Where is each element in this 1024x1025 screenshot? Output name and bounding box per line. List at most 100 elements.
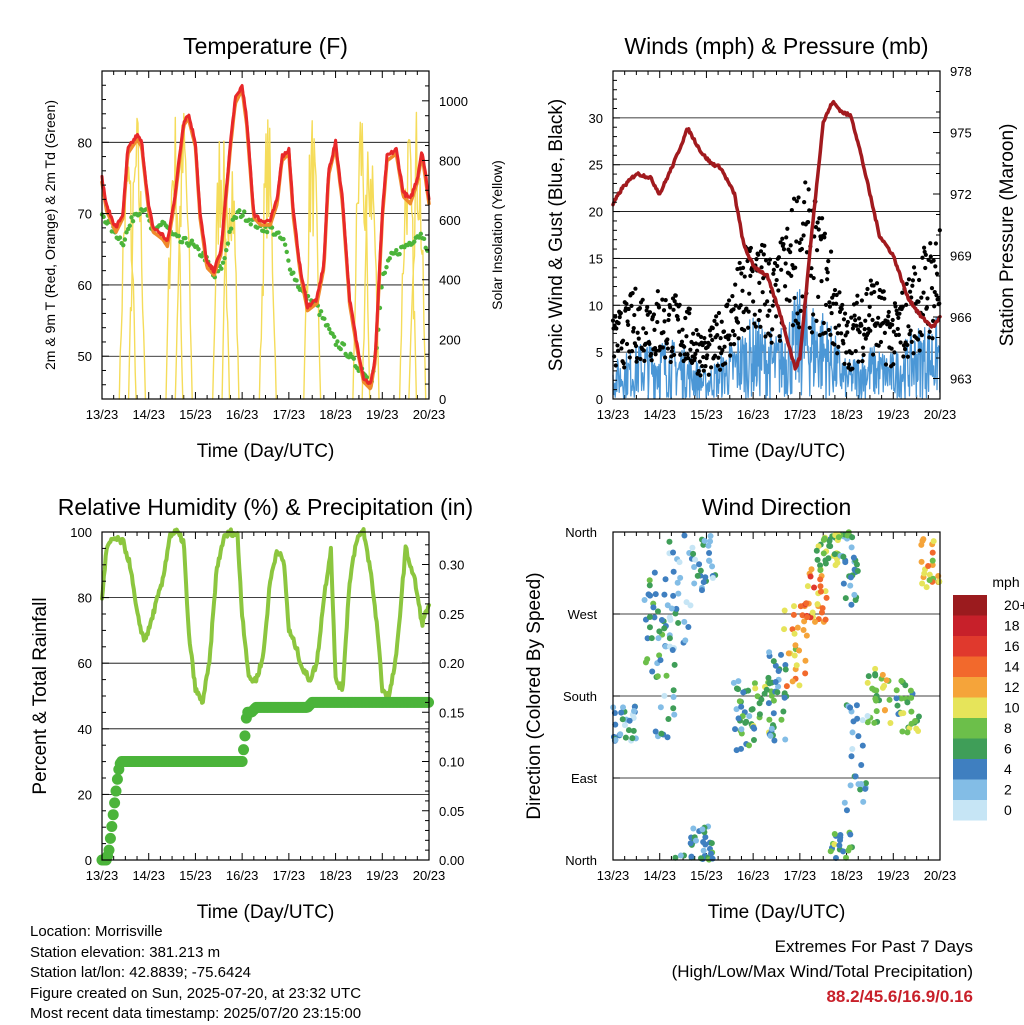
- wind-direction-point: [804, 614, 811, 621]
- wind-direction-point: [646, 624, 653, 631]
- wind-direction-point: [879, 671, 886, 678]
- dewpoint-point: [137, 211, 142, 217]
- wind-gust-point: [807, 325, 812, 330]
- wind-direction-point: [842, 595, 849, 602]
- y-tick-label: East: [571, 771, 597, 786]
- legend-swatch: [953, 759, 987, 780]
- dewpoint-point: [122, 237, 128, 242]
- wind-gust-point: [785, 226, 790, 231]
- wind-direction-point: [694, 572, 701, 579]
- wind-gust-point: [719, 319, 724, 324]
- wind-direction-point: [662, 576, 669, 583]
- dewpoint-point: [228, 226, 234, 231]
- legend-swatch: [953, 697, 987, 718]
- solar-insolation-line: [303, 120, 322, 400]
- wind-gust-point: [817, 332, 822, 338]
- wind-gust-point: [702, 335, 707, 341]
- wind-direction-point: [770, 697, 777, 704]
- wind-direction-point: [862, 780, 869, 787]
- wind-direction-point: [752, 685, 759, 692]
- precip-point: [106, 821, 118, 833]
- wind-gust-point: [652, 327, 657, 332]
- wind-direction-point: [698, 587, 705, 594]
- wind-direction-point: [701, 537, 708, 544]
- wind-gust-point: [767, 308, 772, 313]
- dewpoint-point: [364, 375, 370, 380]
- legend-swatch: [953, 677, 987, 698]
- wind-gust-point: [635, 355, 640, 361]
- wind-gust-point: [816, 227, 821, 232]
- wind-gust-point: [668, 305, 673, 310]
- dewpoint-point: [294, 278, 299, 283]
- wind-direction-point: [670, 687, 677, 694]
- wind-gust-point: [656, 305, 662, 310]
- wind-gust-point: [758, 324, 763, 329]
- wind-gust-point: [886, 309, 891, 315]
- wind-gust-point: [906, 324, 911, 329]
- x-tick-label: 15/23: [179, 868, 212, 883]
- wind-gust-point: [698, 334, 704, 339]
- wind-gust-point: [859, 298, 864, 303]
- wind-direction-point: [771, 737, 778, 744]
- wind-gust-point: [835, 331, 840, 336]
- dewpoint-point: [264, 229, 270, 235]
- wind-gust-point: [842, 361, 847, 366]
- dewpoint-point: [237, 208, 242, 213]
- wind-direction-point: [641, 597, 648, 604]
- panel-3: Relative Humidity (%) & Precipitation (i…: [30, 494, 473, 923]
- y2-tick-label: 0.20: [439, 656, 464, 671]
- wind-gust-point: [837, 290, 842, 295]
- wind-direction-point: [920, 536, 927, 543]
- x-tick-label: 17/23: [784, 868, 817, 883]
- wind-direction-point: [792, 642, 799, 649]
- wind-gust-point: [725, 302, 730, 307]
- wind-direction-point: [898, 710, 905, 717]
- wind-gust-point: [671, 307, 676, 312]
- wind-gust-point: [761, 252, 766, 257]
- wind-gust-point: [910, 283, 915, 288]
- wind-direction-point: [817, 562, 824, 569]
- y-tick-label: 0: [85, 853, 92, 868]
- legend-label: 6: [1004, 741, 1012, 757]
- y2-axis-label: Solar Insolation (Yellow): [489, 160, 505, 310]
- wind-direction-point: [854, 715, 861, 722]
- wind-gust-point: [801, 233, 806, 238]
- wind-direction-point: [793, 662, 800, 669]
- wind-gust-point: [712, 318, 717, 323]
- wind-direction-point: [872, 665, 879, 672]
- wind-gust-point: [617, 315, 622, 320]
- wind-direction-point: [657, 704, 664, 711]
- wind-direction-point: [936, 578, 943, 585]
- wind-gust-point: [826, 259, 831, 264]
- wind-direction-point: [657, 657, 664, 664]
- wind-direction-point: [817, 588, 824, 595]
- wind-gust-point: [793, 265, 798, 270]
- wind-gust-point: [800, 294, 805, 299]
- wind-gust-point: [665, 337, 670, 342]
- wind-direction-point: [864, 712, 871, 719]
- wind-direction-point: [893, 695, 900, 702]
- wind-gust-point: [867, 304, 872, 309]
- wind-direction-point: [617, 731, 624, 738]
- dewpoint-point: [219, 266, 224, 271]
- wind-gust-point: [727, 333, 732, 338]
- wind-gust-point: [761, 276, 766, 281]
- wind-direction-point: [691, 580, 698, 587]
- wind-gust-point: [900, 290, 905, 295]
- wind-gust-point: [839, 306, 844, 312]
- wind-gust-point: [811, 275, 816, 281]
- wind-gust-point: [698, 373, 703, 378]
- wind-gust-point: [860, 345, 866, 350]
- solar-insolation-line: [352, 121, 371, 400]
- y2-tick-label: 0.15: [439, 705, 464, 720]
- wind-gust-point: [670, 345, 675, 350]
- wind-gust-point: [886, 314, 891, 319]
- wind-gust-point: [803, 180, 808, 185]
- wind-gust-point: [833, 325, 838, 330]
- wind-gust-point: [666, 317, 671, 323]
- wind-gust-point: [723, 361, 728, 366]
- wind-direction-point: [690, 550, 697, 557]
- wind-gust-point: [821, 320, 826, 326]
- wind-gust-point: [649, 358, 654, 363]
- wind-gust-point: [825, 270, 830, 275]
